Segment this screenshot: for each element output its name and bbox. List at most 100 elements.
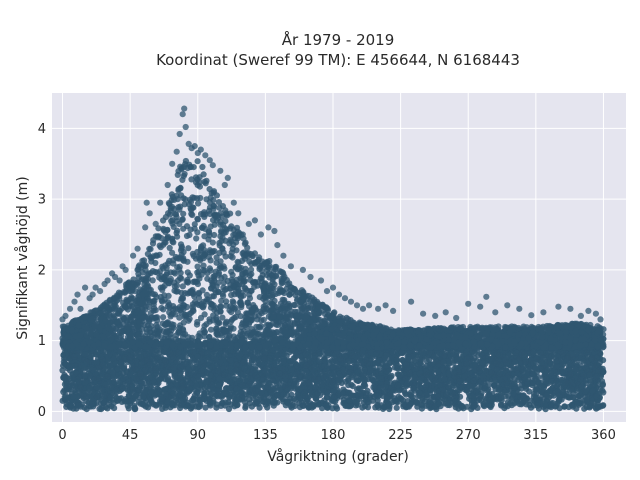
data-point [470,377,477,384]
data-point [88,399,95,407]
data-point [203,379,210,386]
data-point [568,379,575,386]
data-point [287,385,294,392]
data-point [374,401,381,409]
data-point [461,373,468,380]
data-point [559,389,566,396]
data-point [504,399,512,406]
data-point [329,405,336,412]
data-point [274,399,281,406]
data-point [82,379,89,386]
data-point [543,392,550,399]
data-point [317,368,324,376]
data-point [423,391,430,398]
data-point [417,349,424,356]
data-point [470,402,478,409]
data-point [345,357,352,365]
data-point [272,367,279,374]
data-point [147,388,154,396]
data-point [282,373,289,380]
data-point [74,393,81,400]
data-point [83,358,90,365]
data-point [279,365,286,372]
data-point [261,399,268,406]
data-point [378,375,385,382]
data-point [283,398,291,406]
data-point [413,399,420,406]
data-point [227,357,234,364]
data-point [288,391,295,398]
data-point [258,389,265,396]
data-point [446,360,453,367]
data-point [359,404,366,411]
data-point [303,362,310,369]
data-point [384,395,391,402]
data-point [503,379,510,387]
data-point [145,404,152,411]
data-point [505,372,512,379]
data-point [303,368,310,375]
data-point [452,404,459,411]
data-point [340,368,348,375]
data-point [562,379,570,386]
data-point [565,361,572,368]
data-point [201,390,208,397]
data-point [330,363,337,370]
data-point [310,355,317,362]
data-point [262,350,269,357]
data-point [287,358,295,365]
data-point [561,403,568,410]
data-point [178,400,186,407]
data-point [77,384,84,391]
data-point [169,400,176,407]
data-point [512,359,519,366]
data-point [530,360,537,367]
data-point [137,354,144,361]
data-point [75,378,82,386]
data-point [198,358,205,365]
data-point [423,371,430,379]
data-point [252,400,259,407]
data-point [207,402,214,409]
data-point [353,399,360,406]
data-point [393,404,400,411]
data-point [312,383,319,391]
data-point [548,372,555,379]
data-point [59,367,66,374]
data-point [133,376,140,383]
data-point [146,374,153,382]
data-point [202,404,209,411]
data-point [125,392,132,399]
data-point [93,393,101,400]
data-point [114,365,121,372]
data-point [222,399,229,406]
data-point [381,388,388,395]
data-point [65,363,73,370]
data-point [387,374,394,381]
data-point [108,403,115,410]
data-point [502,393,509,400]
data-point [83,406,90,413]
data-point [227,401,234,408]
data-point [211,393,218,400]
data-point [75,402,82,409]
data-point [443,391,450,398]
data-point [458,383,466,390]
data-point [572,366,579,373]
data-point [102,381,109,388]
data-point [482,368,489,375]
data-point [161,386,169,393]
data-point [170,364,177,371]
data-point [583,396,590,403]
data-point [193,382,200,389]
data-point [274,352,281,359]
data-point [386,405,393,413]
data-point [399,356,406,364]
data-point [366,392,374,399]
data-point [367,367,374,374]
data-point [567,370,574,377]
data-point [140,393,147,400]
data-point [446,400,453,407]
data-point [368,375,375,382]
data-point [513,367,520,374]
